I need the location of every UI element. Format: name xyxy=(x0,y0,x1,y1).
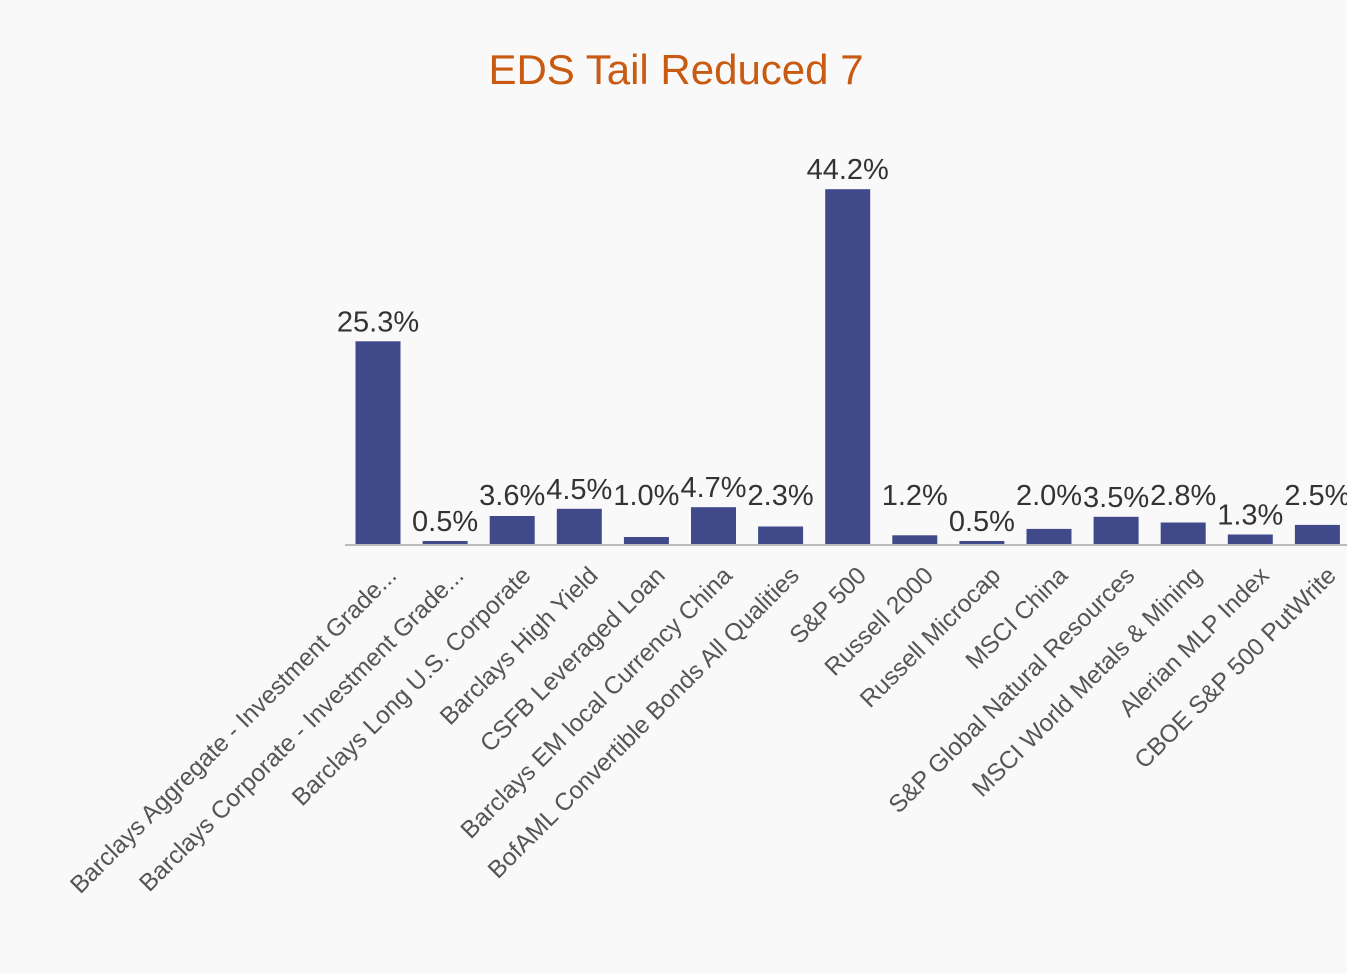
bar xyxy=(1227,534,1273,545)
bar xyxy=(1093,516,1139,545)
data-label: 0.5% xyxy=(949,506,1015,538)
data-labels-layer: 25.3%0.5%3.6% 4.5% 1.0% 4.7% 2.3%44.2%1.2%0.… xyxy=(337,154,1347,538)
data-label: 4.5% xyxy=(546,474,612,506)
data-label: 1.3% xyxy=(1217,500,1283,532)
bar xyxy=(1160,522,1206,545)
data-label: 3.6% xyxy=(479,480,545,512)
x-tick-label: Barclays Corporate - Investment Grade... xyxy=(134,562,469,897)
data-label: 2.5% xyxy=(1284,480,1347,512)
x-tick-label: BofAML Convertible Bonds All Qualities xyxy=(483,562,805,884)
bar xyxy=(556,508,602,545)
bar xyxy=(758,526,804,545)
data-label: 3.5% xyxy=(1083,482,1149,514)
bar xyxy=(355,341,401,545)
data-label: 1.0% xyxy=(613,480,679,512)
bar xyxy=(959,541,1005,545)
x-tick-labels-layer: Barclays Aggregate - Investment Grade...… xyxy=(65,562,1341,899)
bar xyxy=(825,189,871,545)
data-label: 2.0% xyxy=(1016,480,1082,512)
data-label: 2.3% xyxy=(748,480,814,512)
x-tick-label: S&P Global Natural Resources xyxy=(884,562,1141,819)
data-label: 1.2% xyxy=(882,480,948,512)
data-label: 44.2% xyxy=(807,154,889,186)
data-label: 25.3% xyxy=(337,306,419,338)
data-label: 2.8% xyxy=(1150,480,1216,512)
bar xyxy=(1294,524,1340,545)
bar xyxy=(422,541,468,545)
bar xyxy=(489,516,535,545)
bar xyxy=(623,537,669,546)
data-label: 4.7% xyxy=(680,472,746,504)
bar xyxy=(1026,528,1072,545)
bar xyxy=(691,507,736,545)
bars-layer xyxy=(355,189,1340,546)
chart-title: EDS Tail Reduced 7 xyxy=(488,46,863,93)
bar xyxy=(892,535,938,545)
data-label: 0.5% xyxy=(412,506,478,538)
